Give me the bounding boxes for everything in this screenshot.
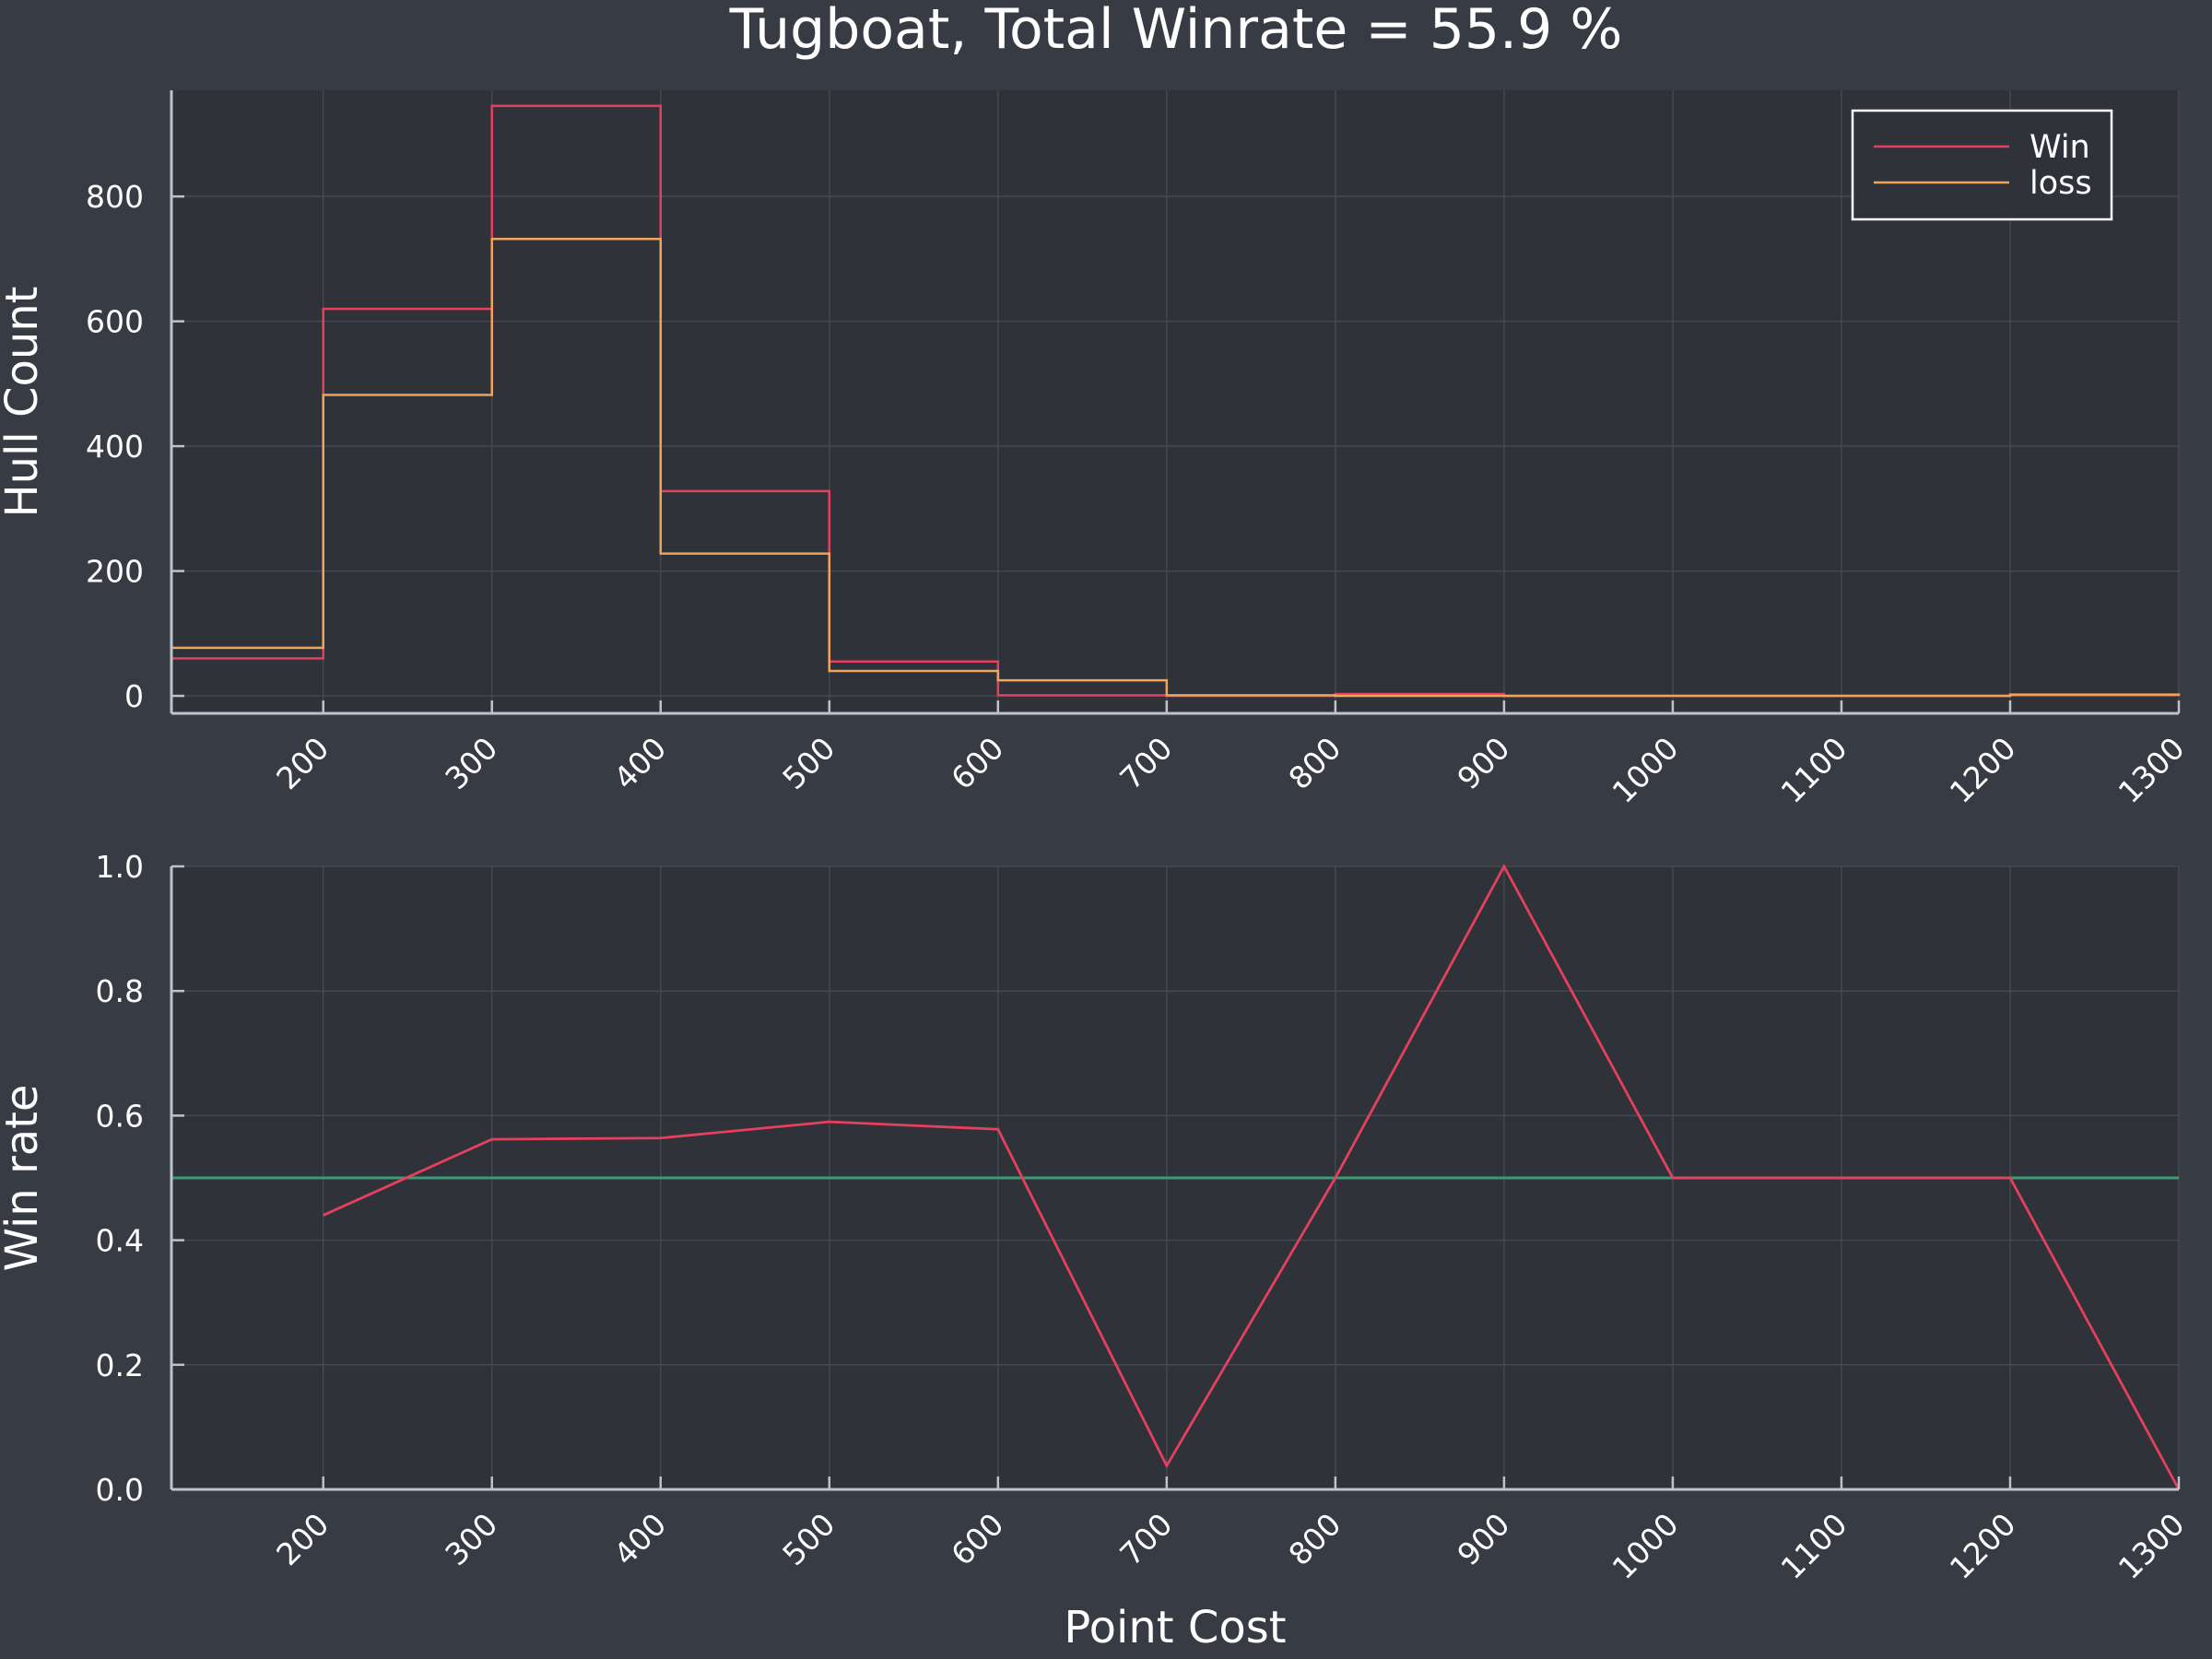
- winrate-series: [171, 864, 2181, 1490]
- legend: Win loss: [1851, 109, 2113, 221]
- x-tick-label: 900: [1450, 730, 1516, 796]
- x-tick-label: 1200: [1943, 730, 2023, 810]
- y-tick-label: 1.0: [96, 849, 144, 885]
- x-tick-label: 400: [606, 730, 673, 796]
- histogram-y-axis-label: Hull Count: [0, 287, 48, 518]
- x-tick-label: 200: [269, 1506, 335, 1572]
- x-tick-label: 1000: [1606, 730, 1686, 810]
- series-winrate-line: [323, 864, 2181, 1490]
- x-tick-label: 600: [944, 730, 1010, 796]
- x-tick-label: 400: [606, 1506, 673, 1572]
- x-tick-label: 300: [438, 1506, 504, 1572]
- y-tick-label: 0.6: [96, 1098, 144, 1134]
- x-tick-label: 1200: [1943, 1506, 2023, 1586]
- x-tick-label: 1100: [1774, 1506, 1854, 1586]
- series-loss-line: [170, 237, 2181, 698]
- histogram-panel: 200 300 400 500 600 700 800 900 1000 1100 1200 1300…: [0, 90, 2192, 810]
- y-tick-label: 0: [124, 678, 144, 714]
- x-tick-label: 500: [775, 1506, 841, 1572]
- x-tick-label: 300: [438, 730, 504, 796]
- x-tick-label: 1300: [2112, 1506, 2192, 1586]
- legend-win-label: Win: [2030, 129, 2090, 166]
- histogram-axes: [170, 90, 2179, 715]
- y-tick-label: 0.0: [96, 1472, 144, 1508]
- y-tick-label: 0.2: [96, 1347, 144, 1383]
- y-tick-label: 0.8: [96, 973, 144, 1009]
- winrate-y-axis-label: Win rate: [0, 1085, 48, 1272]
- histogram-series: [170, 104, 2181, 698]
- x-tick-label: 700: [1112, 1506, 1179, 1572]
- x-tick-label: 200: [269, 730, 335, 796]
- winrate-y-ticks: 0.0 0.2 0.4 0.6 0.8 1.0: [96, 849, 184, 1508]
- x-tick-label: 500: [775, 730, 841, 796]
- y-tick-label: 200: [86, 554, 144, 590]
- histogram-x-ticks: 200 300 400 500 600 700 800 900 1000 1100 1200 1300: [269, 700, 2192, 810]
- x-tick-label: 900: [1450, 1506, 1516, 1572]
- y-tick-label: 600: [86, 304, 144, 340]
- x-tick-label: 800: [1281, 1506, 1347, 1572]
- winrate-axes: [170, 866, 2179, 1491]
- y-tick-label: 0.4: [96, 1223, 144, 1259]
- x-tick-label: 1300: [2112, 730, 2192, 810]
- histogram-y-ticks: 0 200 400 600 800: [86, 179, 184, 714]
- y-tick-label: 800: [86, 179, 144, 215]
- winrate-x-axis-label: Point Cost: [1064, 1602, 1286, 1653]
- y-tick-label: 400: [86, 429, 144, 465]
- x-tick-label: 800: [1281, 730, 1347, 796]
- histogram-plot-area: [171, 90, 2179, 713]
- winrate-x-ticks: 200 300 400 500 600 700 800 900 1000 1100 1200 1300: [269, 1477, 2192, 1586]
- legend-loss-label: loss: [2030, 165, 2092, 202]
- x-tick-label: 700: [1112, 730, 1179, 796]
- chart-title: Tugboat, Total Winrate = 55.9 %: [729, 0, 1623, 62]
- x-tick-label: 1100: [1774, 730, 1854, 810]
- legend-box: [1851, 109, 2113, 221]
- x-tick-label: 600: [944, 1506, 1010, 1572]
- winrate-panel: 200 300 400 500 600 700 800 900 1000 1100 1200 1300…: [0, 849, 2192, 1653]
- x-tick-label: 1000: [1606, 1506, 1686, 1586]
